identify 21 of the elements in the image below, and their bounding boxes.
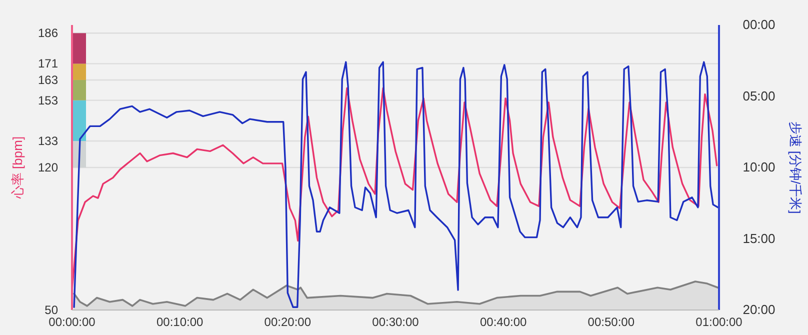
x-tick-label: 00:50:00 <box>588 315 635 329</box>
x-tick-label: 00:00:00 <box>48 315 96 329</box>
y-tick-label: 163 <box>38 72 58 87</box>
x-tick-label: 00:40:00 <box>480 315 528 329</box>
y-tick-label: 133 <box>38 134 58 148</box>
y2-tick-label: 20:00 <box>742 302 776 317</box>
y2-tick-label: 10:00 <box>742 160 776 174</box>
y-tick-label: 171 <box>38 56 58 71</box>
y2-axis-title: 步速 [分钟/千米] <box>788 121 803 214</box>
y-tick-label: 50 <box>44 303 58 317</box>
y2-tick-label: 15:00 <box>742 230 776 246</box>
y2-tick-label: 00:00 <box>742 17 776 32</box>
y2-tick-label: 05:00 <box>742 88 776 104</box>
x-tick-label: 00:30:00 <box>372 315 420 329</box>
x-tick-label: 00:20:00 <box>264 315 312 329</box>
x-tick-label: 01:00:00 <box>696 315 743 329</box>
y-tick-label: 120 <box>38 160 58 174</box>
x-tick-label: 00:10:00 <box>156 315 204 329</box>
y-tick-label: 153 <box>38 93 58 108</box>
y-axis-title: 心率 [bpm] <box>10 136 25 200</box>
y-tick-label: 186 <box>38 26 58 40</box>
